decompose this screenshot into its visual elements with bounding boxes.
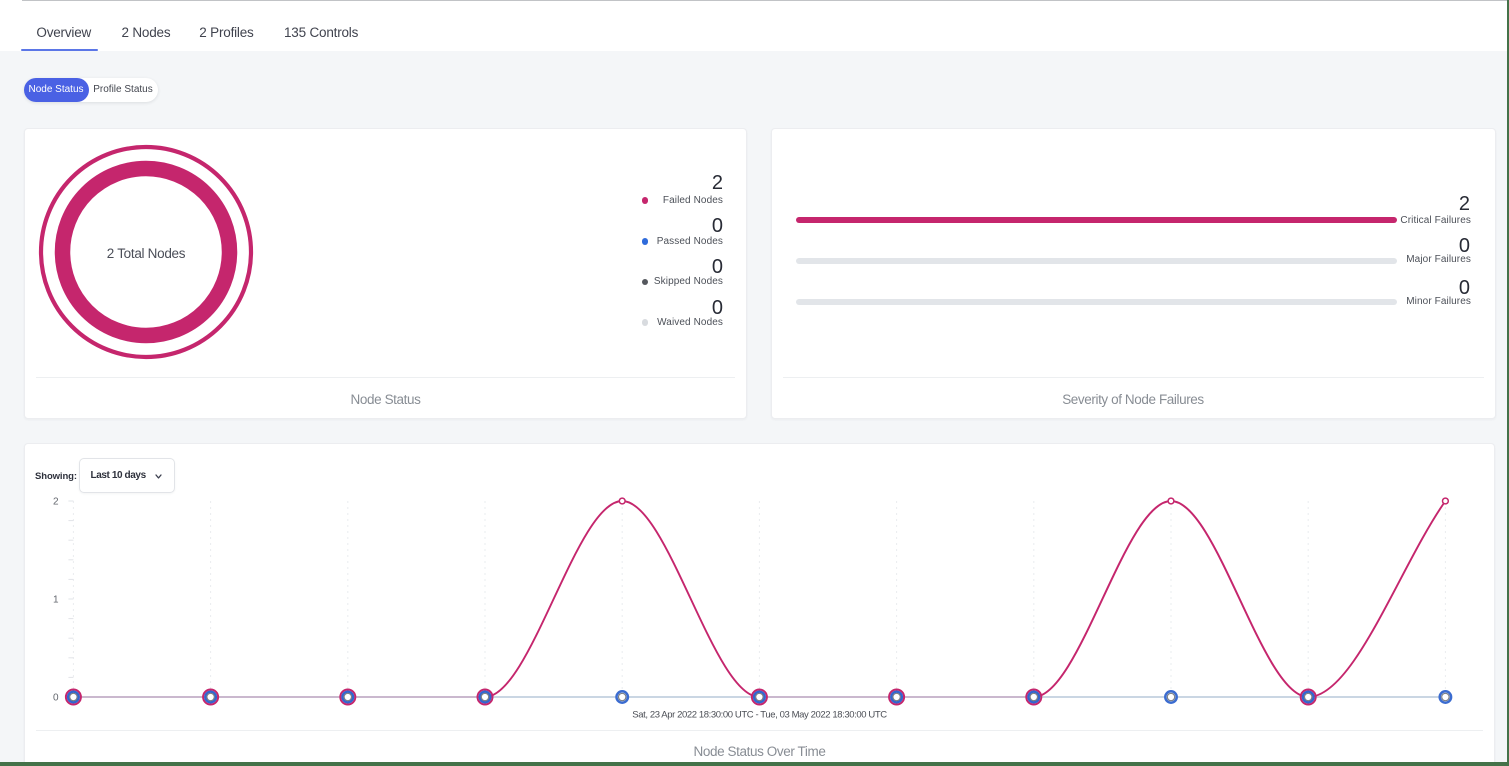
svg-text:2: 2 xyxy=(53,497,59,508)
svg-text:Sat, 23 Apr 2022 18:30:00 UTC: Sat, 23 Apr 2022 18:30:00 UTC - Tue, 03 … xyxy=(632,710,887,721)
svg-text:0: 0 xyxy=(53,693,59,704)
svg-text:1: 1 xyxy=(53,595,59,606)
